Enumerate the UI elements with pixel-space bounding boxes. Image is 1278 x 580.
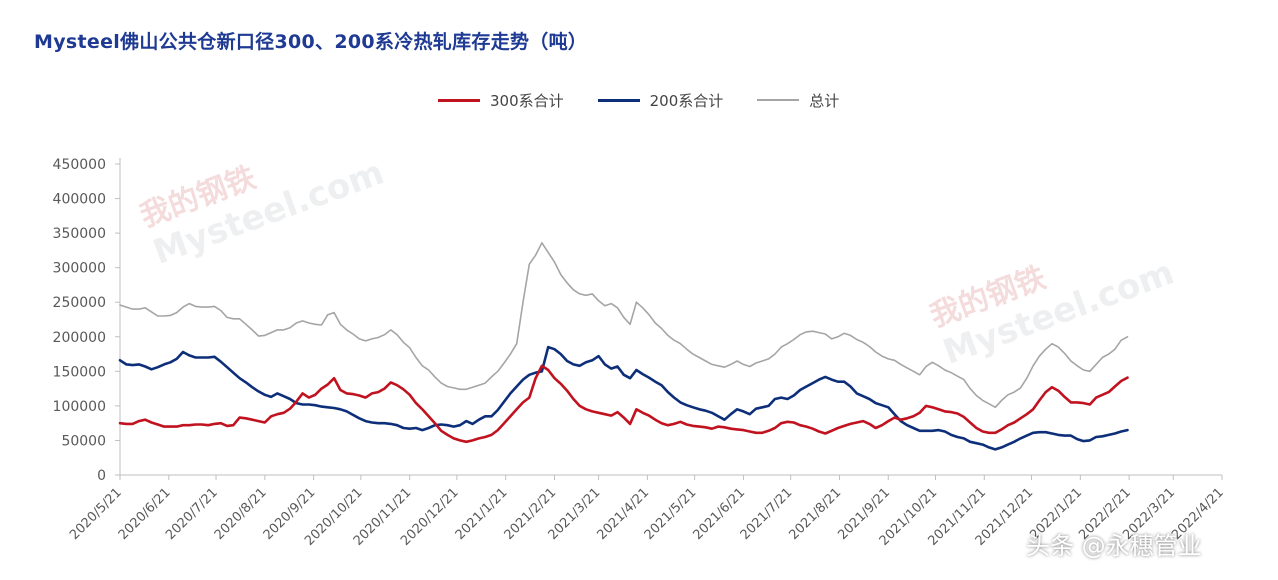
x-tick-label: 2020/7/21 xyxy=(163,485,221,543)
x-tick-label: 2021/1/21 xyxy=(453,485,511,543)
y-tick-label: 100000 xyxy=(53,399,106,415)
x-tick-label: 2021/8/21 xyxy=(787,485,845,543)
series-line-total xyxy=(119,242,1129,409)
y-tick-label: 400000 xyxy=(53,192,106,208)
x-tick-label: 2020/8/21 xyxy=(212,485,270,543)
legend-swatch-total xyxy=(757,99,800,101)
legend-item-300: 300系合计 xyxy=(438,90,564,111)
legend-swatch-300 xyxy=(438,98,480,102)
footer-brand: 头条 @永穗管业 xyxy=(1026,532,1202,560)
chart-legend: 300系合计 200系合计 总计 xyxy=(438,88,839,112)
x-tick-label: 2021/5/21 xyxy=(642,485,700,543)
y-tick-label: 350000 xyxy=(53,226,106,242)
y-tick-label: 300000 xyxy=(53,261,106,277)
y-tick-label: 50000 xyxy=(61,433,106,449)
legend-item-total: 总计 xyxy=(757,90,839,111)
series-line-200 xyxy=(118,345,1129,451)
chart-title: Mysteel佛山公共仓新口径300、200系冷热轧库存走势（吨） xyxy=(34,31,588,53)
series-line-300 xyxy=(118,364,1129,444)
y-tick-label: 250000 xyxy=(53,295,106,311)
y-tick-label: 450000 xyxy=(53,157,106,173)
y-tick-label: 150000 xyxy=(53,364,106,380)
legend-label-300: 300系合计 xyxy=(490,91,564,110)
x-tick-label: 2021/7/21 xyxy=(738,485,796,543)
y-tick-label: 0 xyxy=(97,468,106,484)
legend-item-200: 200系合计 xyxy=(597,90,724,111)
legend-label-200: 200系合计 xyxy=(649,91,724,110)
legend-swatch-200 xyxy=(597,98,640,102)
legend-label-total: 总计 xyxy=(809,91,840,110)
y-tick-label: 200000 xyxy=(53,330,106,346)
x-tick-label: 2020/5/21 xyxy=(67,485,125,543)
